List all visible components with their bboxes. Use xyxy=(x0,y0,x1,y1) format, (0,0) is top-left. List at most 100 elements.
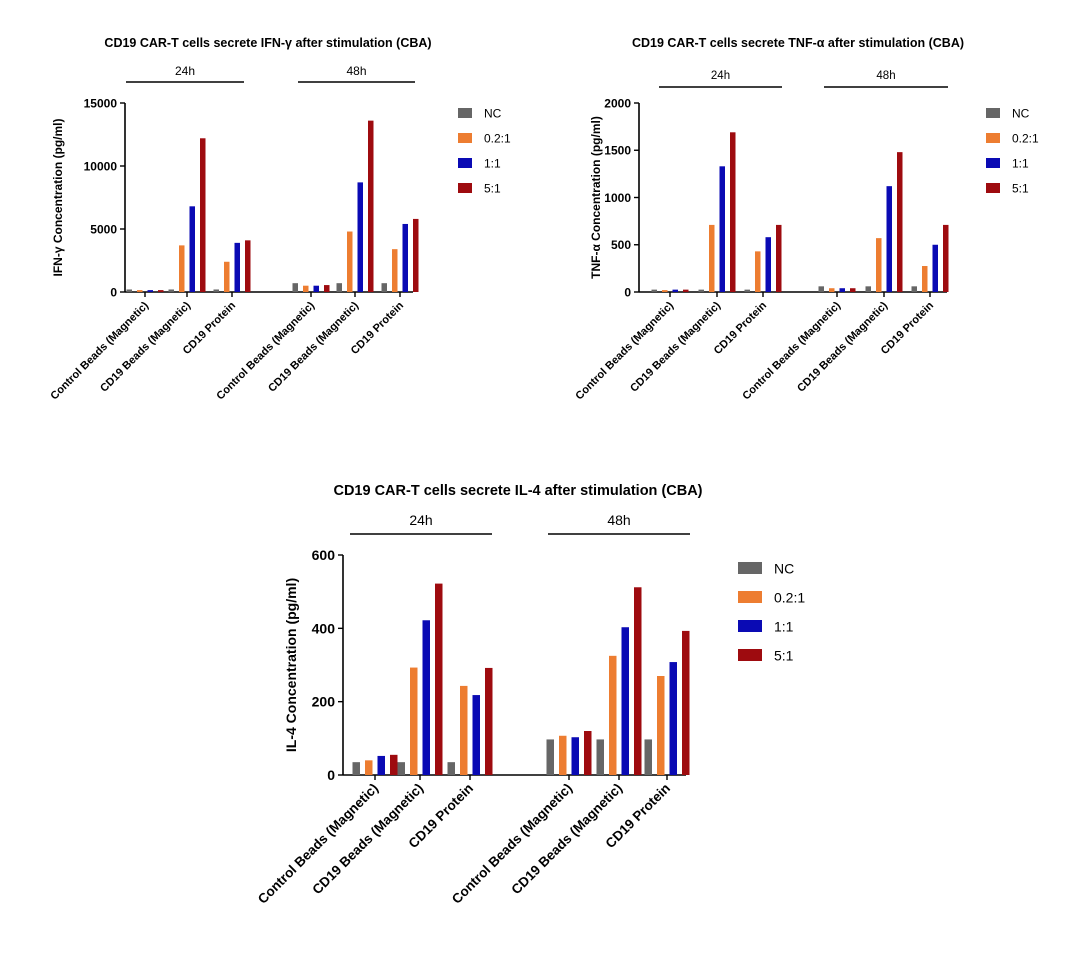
chart2-bar-48h-control-beads-magnetic-0-2-1 xyxy=(829,288,835,292)
chart2-bar-24h-cd19-protein-nc xyxy=(744,289,750,292)
chart2-bar-48h-cd19-protein-5-1 xyxy=(943,224,949,292)
chart2-title: CD19 CAR-T cells secrete TNF-α after sti… xyxy=(632,36,964,50)
chart3-legend-label-nc: NC xyxy=(774,561,794,577)
chart3-legend-label-5-1: 5:1 xyxy=(774,648,794,664)
chart2-bar-24h-control-beads-magnetic-0-2-1 xyxy=(662,290,668,292)
chart3-bar-48h-cd19-protein-5-1 xyxy=(682,630,690,775)
chart1-bar-48h-cd19-beads-magnetic-1-1 xyxy=(357,182,363,292)
chart3-bar-48h-cd19-protein-1-1 xyxy=(669,662,677,775)
chart3-bar-48h-control-beads-magnetic-5-1 xyxy=(584,731,592,775)
chart1-bar-24h-cd19-beads-magnetic-5-1 xyxy=(200,138,206,292)
chart2-bar-48h-control-beads-magnetic-nc xyxy=(818,286,824,292)
chart2-y-tick-label: 1500 xyxy=(604,144,631,158)
chart1-bar-24h-cd19-protein-5-1 xyxy=(245,240,251,292)
chart2-bar-48h-cd19-protein-0-2-1 xyxy=(922,266,928,292)
chart2-bar-24h-cd19-beads-magnetic-1-1 xyxy=(719,166,725,292)
chart3-bar-24h-control-beads-magnetic-1-1 xyxy=(377,755,385,775)
chart3-legend-swatch-1-1 xyxy=(738,620,762,632)
chart2-legend-label-nc: NC xyxy=(1012,107,1030,121)
chart2-legend-label-5-1: 5:1 xyxy=(1012,182,1029,196)
chart1-bar-48h-control-beads-magnetic-nc xyxy=(292,283,298,292)
chart1-group-label-24h: 24h xyxy=(175,64,195,78)
chart1-legend-label-1-1: 1:1 xyxy=(484,157,501,171)
chart1-legend-label-nc: NC xyxy=(484,107,502,121)
chart1-x-tick-label-48h-cd19-beads-magnetic: CD19 Beads (Magnetic) xyxy=(266,299,361,394)
chart3-bar-48h-cd19-beads-magnetic-0-2-1 xyxy=(609,655,617,775)
chart3-bar-48h-control-beads-magnetic-1-1 xyxy=(571,737,579,775)
chart3-bar-48h-cd19-protein-0-2-1 xyxy=(657,676,665,775)
chart1-bar-24h-cd19-beads-magnetic-1-1 xyxy=(189,206,195,292)
chart2-bar-24h-cd19-beads-magnetic-0-2-1 xyxy=(709,224,715,292)
chart1-bar-24h-cd19-protein-nc xyxy=(213,289,219,292)
chart2-bar-24h-cd19-protein-1-1 xyxy=(765,237,771,292)
chart3-bar-48h-control-beads-magnetic-nc xyxy=(546,739,554,775)
chart1-bar-48h-cd19-beads-magnetic-5-1 xyxy=(368,120,374,292)
chart2-y-tick-label: 1000 xyxy=(604,191,631,205)
chart2-bar-48h-control-beads-magnetic-1-1 xyxy=(839,288,845,292)
chart3-legend-swatch-5-1 xyxy=(738,649,762,661)
chart1-bar-24h-cd19-beads-magnetic-0-2-1 xyxy=(179,245,185,292)
chart3-y-tick-label: 400 xyxy=(312,620,336,636)
chart1-bar-24h-control-beads-magnetic-5-1 xyxy=(158,290,164,292)
chart3-bar-48h-cd19-beads-magnetic-1-1 xyxy=(621,627,629,775)
chart2-bar-24h-control-beads-magnetic-1-1 xyxy=(672,289,678,292)
chart1-bar-48h-cd19-protein-0-2-1 xyxy=(392,249,398,292)
chart1-y-tick-label: 0 xyxy=(110,285,117,299)
chart1-bar-48h-cd19-beads-magnetic-nc xyxy=(336,283,342,292)
chart2-bar-48h-cd19-beads-magnetic-0-2-1 xyxy=(876,238,882,292)
chart1-bar-48h-control-beads-magnetic-1-1 xyxy=(313,285,319,292)
chart3-legend-label-1-1: 1:1 xyxy=(774,619,794,635)
chart2-group-label-24h: 24h xyxy=(711,70,730,82)
chart2-bar-48h-cd19-beads-magnetic-nc xyxy=(865,286,871,292)
chart1-legend-swatch-5-1 xyxy=(458,183,472,193)
chart3-bar-24h-control-beads-magnetic-5-1 xyxy=(390,754,398,775)
chart3-bar-24h-cd19-protein-1-1 xyxy=(472,695,480,775)
chart1-y-tick-label: 10000 xyxy=(84,159,118,173)
chart1-bar-24h-cd19-protein-1-1 xyxy=(234,242,240,292)
chart3-group: CD19 CAR-T cells secrete IL-4 after stim… xyxy=(255,483,805,907)
chart2-bar-24h-cd19-protein-0-2-1 xyxy=(755,251,761,292)
chart2-bar-48h-cd19-protein-1-1 xyxy=(932,244,938,292)
chart1-legend-label-0-2-1: 0.2:1 xyxy=(484,132,511,146)
chart3-legend-label-0-2-1: 0.2:1 xyxy=(774,590,805,606)
chart2-y-tick-label: 0 xyxy=(624,285,631,299)
chart2-group: CD19 CAR-T cells secrete TNF-α after sti… xyxy=(573,36,1039,402)
chart3-bar-48h-cd19-beads-magnetic-5-1 xyxy=(634,587,642,775)
chart1-bar-48h-cd19-protein-5-1 xyxy=(413,218,419,292)
chart1-y-axis-label: IFN-γ Concentration (pg/ml) xyxy=(51,119,65,277)
chart1-bar-24h-control-beads-magnetic-1-1 xyxy=(147,290,153,292)
chart1-bar-24h-control-beads-magnetic-0-2-1 xyxy=(137,290,143,292)
chart1-group: CD19 CAR-T cells secrete IFN-γ after sti… xyxy=(48,36,511,402)
chart3-title: CD19 CAR-T cells secrete IL-4 after stim… xyxy=(333,483,702,499)
chart2-legend-label-0-2-1: 0.2:1 xyxy=(1012,132,1039,146)
chart3-y-tick-label: 200 xyxy=(312,694,336,710)
chart3-bar-48h-cd19-beads-magnetic-nc xyxy=(596,739,604,775)
chart1-bar-24h-cd19-protein-0-2-1 xyxy=(224,261,230,292)
chart3-legend-swatch-0-2-1 xyxy=(738,591,762,603)
chart3-y-tick-label: 0 xyxy=(327,767,335,783)
chart3-bar-48h-control-beads-magnetic-0-2-1 xyxy=(559,735,567,775)
chart3-bar-24h-cd19-beads-magnetic-5-1 xyxy=(435,583,443,775)
chart3-y-tick-label: 600 xyxy=(312,547,336,563)
chart1-legend-swatch-0-2-1 xyxy=(458,133,472,143)
chart2-bar-48h-control-beads-magnetic-5-1 xyxy=(850,288,856,292)
chart3-bar-24h-cd19-protein-nc xyxy=(447,762,455,775)
chart3-group-label-24h: 24h xyxy=(409,512,432,528)
chart2-y-tick-label: 2000 xyxy=(604,96,631,110)
chart2-x-tick-label-24h-control-beads-magnetic: Control Beads (Magnetic) xyxy=(573,299,676,402)
chart2-legend-label-1-1: 1:1 xyxy=(1012,157,1029,171)
chart1-bar-24h-control-beads-magnetic-nc xyxy=(126,289,132,292)
chart2-bar-24h-cd19-beads-magnetic-5-1 xyxy=(730,132,736,292)
chart2-x-tick-label-48h-cd19-beads-magnetic: CD19 Beads (Magnetic) xyxy=(795,299,890,394)
chart1-legend-label-5-1: 5:1 xyxy=(484,182,501,196)
chart1-bar-48h-cd19-protein-nc xyxy=(381,283,387,292)
chart3-bar-24h-cd19-beads-magnetic-0-2-1 xyxy=(410,667,418,775)
chart2-bar-48h-cd19-protein-nc xyxy=(911,286,917,292)
chart1-bar-48h-control-beads-magnetic-5-1 xyxy=(324,285,330,292)
chart2-bar-48h-cd19-beads-magnetic-1-1 xyxy=(886,186,892,292)
chart2-legend-swatch-1-1 xyxy=(986,158,1000,168)
chart1-bar-48h-cd19-beads-magnetic-0-2-1 xyxy=(347,231,353,292)
chart1-legend-swatch-nc xyxy=(458,108,472,118)
chart1-x-tick-label-24h-cd19-beads-magnetic: CD19 Beads (Magnetic) xyxy=(98,299,193,394)
